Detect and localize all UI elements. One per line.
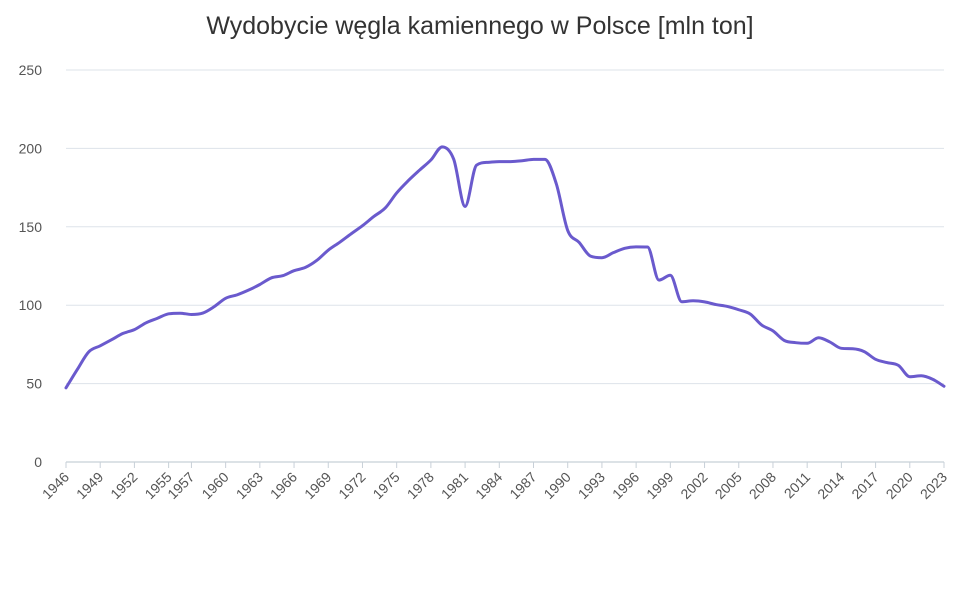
x-tick-label: 1949	[73, 469, 106, 502]
x-tick-label: 1969	[301, 469, 334, 502]
x-tick-label: 1981	[438, 469, 471, 502]
y-tick-label: 0	[34, 454, 42, 470]
y-tick-label: 150	[19, 219, 43, 235]
x-tick-label: 1972	[335, 469, 368, 502]
y-tick-label: 100	[19, 297, 43, 313]
y-tick-label: 200	[19, 140, 43, 156]
x-tick-label: 1960	[198, 469, 231, 502]
x-tick-label: 1996	[609, 469, 642, 502]
chart-title: Wydobycie węgla kamiennego w Polsce [mln…	[206, 12, 754, 40]
x-tick-label: 1987	[506, 469, 539, 502]
y-tick-label: 50	[26, 376, 42, 392]
x-tick-label: 1952	[107, 469, 140, 502]
x-tick-label: 2017	[848, 469, 881, 502]
x-tick-label: 1990	[540, 469, 573, 502]
x-tick-label: 1975	[369, 469, 402, 502]
x-tick-label: 1978	[404, 469, 437, 502]
x-tick-label: 2023	[917, 469, 950, 502]
x-tick-label: 2014	[814, 469, 847, 502]
y-tick-label: 250	[19, 62, 43, 78]
series-layer	[64, 145, 946, 390]
x-tick-label: 1957	[164, 469, 197, 502]
x-tick-label: 1966	[267, 469, 300, 502]
x-tick-label: 1999	[643, 469, 676, 502]
x-tick-label: 2005	[712, 469, 745, 502]
series-line-0	[64, 145, 946, 390]
x-tick-label: 1993	[575, 469, 608, 502]
x-tick-label: 2002	[677, 469, 710, 502]
grid-lines	[66, 69, 944, 385]
x-tick-label: 1946	[39, 469, 72, 502]
x-tick-label: 1963	[233, 469, 266, 502]
x-tick-label: 2011	[781, 469, 814, 502]
y-axis-ticks: 0 50 100 150 200 250	[19, 62, 43, 470]
x-tick-label: 2008	[746, 469, 779, 502]
x-tick-label: 2020	[883, 469, 916, 502]
x-tick-label: 1984	[472, 469, 505, 502]
